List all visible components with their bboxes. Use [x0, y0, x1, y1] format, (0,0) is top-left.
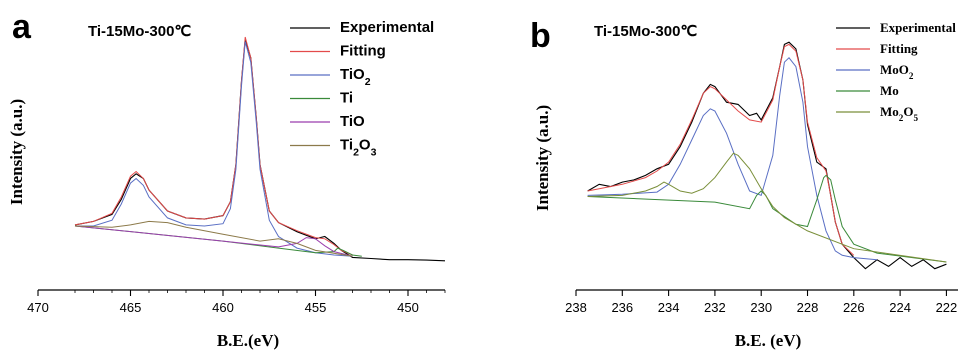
- panel-a-x-ticks: 470 465 460 455 450: [27, 290, 446, 315]
- panel-a-sample-label: Ti-15Mo-300℃: [88, 23, 191, 40]
- panel-a-y-axis-title: Intensity (a.u.): [7, 99, 26, 205]
- panel-b-tick-label-224: 224: [889, 300, 911, 315]
- panel-b-tick-label-226: 226: [843, 300, 865, 315]
- panel-b-sample-label: Ti-15Mo-300℃: [594, 23, 697, 40]
- panel-b-letter: b: [530, 17, 551, 55]
- panel-b-x-axis-title: B.E. (eV): [735, 331, 802, 350]
- panel-b-series-fitting-1: [587, 43, 855, 256]
- panel-b-tick-label-230: 230: [750, 300, 772, 315]
- panel-b-y-axis-title: Intensity (a.u.): [533, 105, 552, 211]
- panel-b-series-mo-3: [587, 174, 947, 263]
- panel-b-series-moo2-2: [587, 57, 878, 261]
- panel-a-plot-area: [74, 36, 446, 262]
- panel-a-legend-label-0: Experimental: [340, 19, 434, 36]
- panel-b-plot-area: [587, 41, 947, 270]
- panel-a-legend-label-2: TiO2: [340, 66, 371, 88]
- panel-b: b Ti-15Mo-300℃ 238 236 234 232 230 228 226 224 2…: [530, 17, 958, 350]
- panel-b-tick-label-234: 234: [658, 300, 680, 315]
- panel-a-x-axis-title: B.E.(eV): [217, 331, 279, 350]
- panel-b-tick-label-232: 232: [704, 300, 726, 315]
- panel-b-legend-label-0: Experimental: [880, 20, 956, 35]
- panel-b-x-ticks: 238 236 234 232 230 228 226 224 222: [565, 290, 957, 315]
- panel-b-tick-label-222: 222: [936, 300, 958, 315]
- panel-b-tick-label-236: 236: [611, 300, 633, 315]
- panel-a-series-ti2o3-5: [74, 220, 353, 257]
- panel-a-tick-label-460: 460: [212, 300, 234, 315]
- panel-a-tick-label-465: 465: [120, 300, 142, 315]
- panel-a-legend-label-1: Fitting: [340, 43, 386, 60]
- panel-a-legend: Experimental Fitting TiO2 Ti TiO Ti2O3: [290, 19, 434, 159]
- panel-b-legend-label-1: Fitting: [880, 41, 918, 56]
- panel-b-legend-label-2: MoO2: [880, 62, 914, 81]
- panel-a-series-tio2-2: [75, 41, 353, 257]
- panel-b-tick-label-238: 238: [565, 300, 587, 315]
- panel-b-legend-label-4: Mo2O5: [880, 104, 918, 123]
- panel-a-legend-label-4: TiO: [340, 113, 365, 130]
- panel-a-letter: a: [12, 8, 32, 46]
- panel-a-tick-label-450: 450: [397, 300, 419, 315]
- panel-a: a Ti-15Mo-300℃ 470 465 460 455 450 B.E.(eV) …: [7, 8, 446, 350]
- panel-b-series-mo2o5-4: [587, 152, 947, 263]
- panel-a-tick-label-455: 455: [305, 300, 327, 315]
- panel-b-legend: Experimental Fitting MoO2 Mo Mo2O5: [836, 20, 956, 123]
- panel-a-series-tio-4: [74, 225, 353, 257]
- panel-b-tick-label-228: 228: [797, 300, 819, 315]
- panel-a-legend-label-5: Ti2O3: [340, 137, 377, 159]
- panel-a-series-experimental-0: [74, 39, 446, 262]
- panel-a-legend-label-3: Ti: [340, 90, 353, 107]
- panel-a-tick-label-470: 470: [27, 300, 49, 315]
- panel-b-legend-label-3: Mo: [880, 83, 899, 98]
